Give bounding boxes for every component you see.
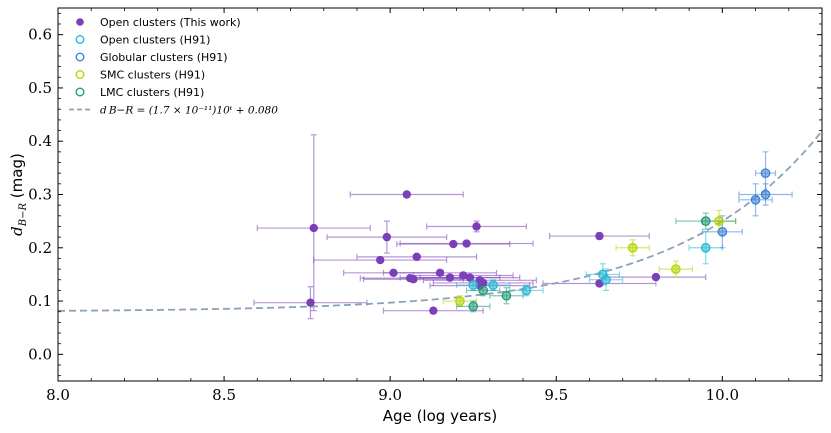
- data-point: [455, 296, 465, 306]
- legend-marker: [76, 18, 84, 26]
- x-tick-label: 10.0: [706, 386, 739, 404]
- data-point: [750, 194, 761, 205]
- y-axis-label-unit: (mag): [8, 153, 26, 203]
- model-curve: [57, 130, 823, 312]
- data-point: [760, 168, 771, 179]
- data-point: [382, 232, 392, 242]
- data-point: [700, 216, 711, 226]
- legend-label: SMC clusters (H91): [100, 69, 205, 82]
- y-axis-label-main: d: [8, 226, 26, 236]
- model-curve-layer: [57, 130, 823, 312]
- data-point: [306, 298, 315, 307]
- svg-text:dB−R (mag): dB−R (mag): [8, 153, 29, 236]
- data-point: [472, 222, 481, 231]
- data-point: [468, 301, 479, 312]
- legend-label: Globular clusters (H91): [100, 51, 228, 64]
- data-point: [651, 272, 661, 282]
- x-axis-ticks: 8.0 8.5 9.0 9.5 10.0: [46, 8, 823, 404]
- data-point: [459, 271, 468, 280]
- data-point: [714, 216, 724, 226]
- data-point: [462, 239, 471, 248]
- x-tick-label: 9.0: [378, 386, 402, 404]
- x-tick-label: 8.5: [212, 386, 236, 404]
- y-tick-label: 0.1: [28, 292, 52, 310]
- data-point: [449, 239, 458, 249]
- y-tick-label: 0.5: [28, 79, 52, 97]
- y-axis-label: dB−R (mag): [8, 153, 29, 236]
- data-point: [488, 280, 498, 290]
- y-tick-label: 0.4: [28, 132, 52, 150]
- data-point: [760, 189, 771, 200]
- y-axis-ticks: 0.0 0.1 0.2 0.3 0.4 0.5 0.6: [28, 12, 822, 377]
- data-point: [595, 231, 604, 241]
- y-tick-label: 0.3: [28, 186, 52, 204]
- data-point: [501, 290, 512, 301]
- legend-marker: [75, 87, 85, 97]
- data-point: [435, 268, 445, 278]
- data-point: [309, 223, 318, 233]
- data-point: [717, 226, 728, 237]
- data-point: [445, 273, 455, 282]
- x-tick-label: 8.0: [46, 386, 70, 404]
- legend: Open clusters (This work) Open clusters (…: [69, 16, 278, 117]
- data-point: [468, 280, 479, 290]
- data-point: [429, 306, 438, 315]
- legend-label: LMC clusters (H91): [100, 86, 204, 99]
- data-point: [402, 190, 411, 199]
- y-tick-label: 0.6: [28, 26, 52, 44]
- data-point: [670, 264, 681, 274]
- y-axis-label-sub: B−R: [18, 203, 29, 228]
- legend-marker: [75, 35, 85, 45]
- legend-marker: [75, 69, 85, 79]
- data-point: [376, 255, 385, 265]
- y-tick-label: 0.0: [28, 345, 52, 363]
- error-bar: [256, 134, 371, 312]
- data-point: [412, 252, 421, 262]
- legend-marker: [75, 52, 85, 62]
- legend-label: Open clusters (This work): [100, 16, 241, 29]
- data-point: [601, 274, 611, 285]
- data-point: [521, 285, 532, 296]
- data-point: [478, 285, 489, 296]
- data-point: [409, 275, 418, 284]
- data-point: [700, 242, 711, 253]
- x-axis-label: Age (log years): [383, 407, 497, 425]
- data-points: [306, 168, 771, 315]
- x-tick-label: 9.5: [544, 386, 568, 404]
- legend-label: Open clusters (H91): [100, 34, 210, 47]
- y-tick-label: 0.2: [28, 239, 52, 257]
- data-point: [465, 273, 475, 282]
- data-point: [627, 242, 638, 253]
- data-point: [389, 268, 398, 278]
- legend-curve-label: d B−R = (1.7 × 10⁻¹¹)10ᵗ + 0.080: [100, 105, 278, 117]
